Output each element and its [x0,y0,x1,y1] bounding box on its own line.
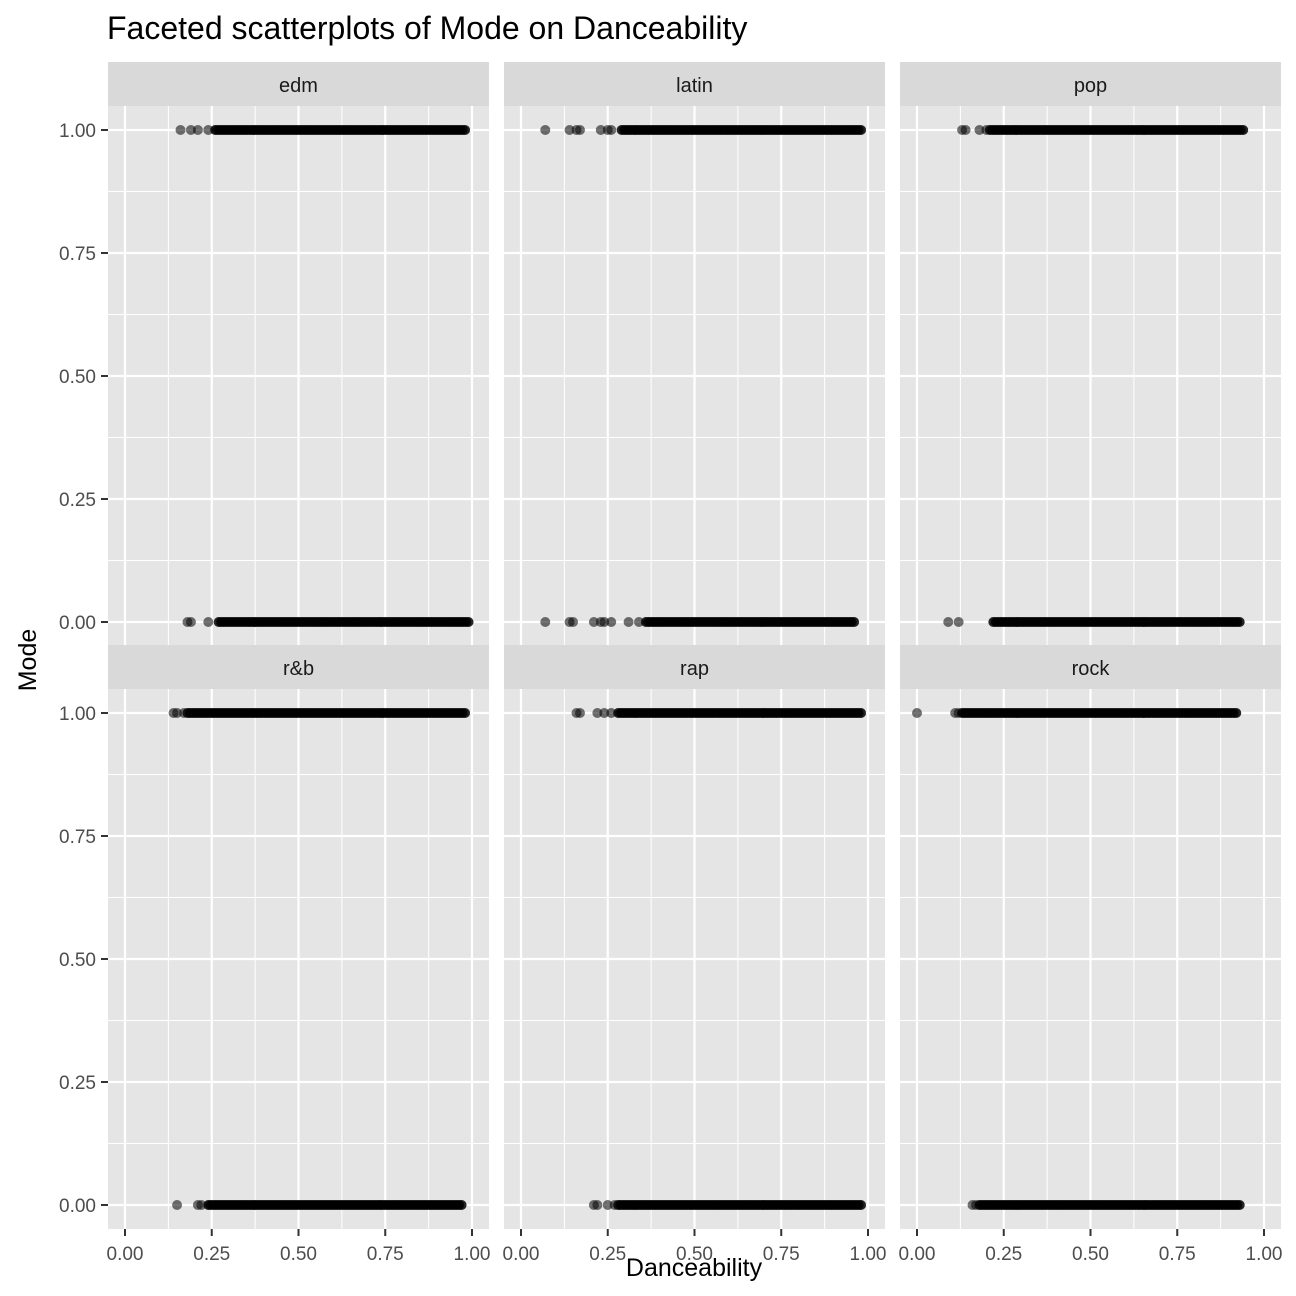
data-point [974,125,985,135]
data-point [175,125,186,135]
data-point [633,617,644,627]
data-point [606,125,617,135]
data-point [540,617,551,627]
x-tick-label: 0.25 [985,1244,1022,1265]
data-point [912,708,922,718]
facet-strip [504,645,885,689]
facet-latin: latin [504,62,885,646]
data-point [599,708,610,718]
facet-strip [108,62,489,106]
y-tick-label: 0.25 [59,490,96,511]
x-tick-label: 0.50 [280,1244,317,1265]
data-point [606,708,617,718]
data-point [1234,617,1245,627]
data-point [595,125,606,135]
facet-strip [900,645,1281,689]
facet-strip-label: latin [676,75,713,97]
data-point [1231,708,1242,718]
data-point [172,1200,183,1210]
data-point [203,125,214,135]
data-point [960,125,971,135]
data-point [953,617,964,627]
data-point [1238,125,1249,135]
data-point [203,617,214,627]
data-point [592,1200,603,1210]
x-tick-label: 0.75 [367,1244,404,1265]
data-point [849,617,860,627]
data-point [574,125,585,135]
facet-strip-label: pop [1074,75,1107,97]
x-tick-label: 0.00 [899,1244,936,1265]
data-point [460,125,471,135]
x-tick-label: 0.75 [763,1244,800,1265]
facet-rb: r&b 0.00 0.25 0.50 0.75 1.00 0.00 0.25 0.50 0.75 1… [59,645,490,1265]
data-point [606,617,617,627]
data-point [540,125,551,135]
y-tick-label: 1.00 [59,704,96,725]
data-point [460,708,471,718]
facet-strip-label: r&b [283,658,314,680]
x-tick-label: 1.00 [1246,1244,1283,1265]
data-point [196,1200,207,1210]
data-point [192,125,203,135]
y-tick-label: 0.25 [59,1073,96,1094]
data-point [623,617,634,627]
facet-strip [504,62,885,106]
y-tick-label: 0.75 [59,827,96,848]
y-tick-label: 1.00 [59,121,96,142]
y-tick-label: 0.50 [59,950,96,971]
x-tick-label: 0.00 [503,1244,540,1265]
y-tick-label: 0.00 [59,1196,96,1217]
x-tick-label: 0.50 [1072,1244,1109,1265]
data-point [456,1200,467,1210]
facet-strip [108,645,489,689]
y-tick-label: 0.50 [59,367,96,388]
data-point [185,617,196,627]
facet-strip [900,62,1281,106]
data-point [599,617,610,627]
data-point [592,708,603,718]
facet-pop: pop [900,62,1281,646]
y-tick-label: 0.75 [59,244,96,265]
y-axis-label: Mode [14,629,42,692]
y-tick-label: 0.00 [59,613,96,634]
data-point [943,617,954,627]
data-point [602,1200,613,1210]
x-tick-label: 1.00 [454,1244,491,1265]
x-tick-label: 0.75 [1159,1244,1196,1265]
data-point [172,708,183,718]
x-tick-label: 0.25 [589,1244,626,1265]
data-point [1234,1200,1245,1210]
data-point [856,125,867,135]
facet-rap: rap 0.00 0.25 0.50 0.75 1.00 [503,645,887,1265]
chart-title: Faceted scatterplots of Mode on Danceabi… [107,10,747,46]
facet-strip-label: edm [279,75,318,97]
data-point [856,1200,867,1210]
data-point [574,708,585,718]
facet-strip-label: rock [1072,658,1111,680]
x-axis-label: Danceability [626,1254,763,1282]
facet-edm: edm 0.00 0.25 0.50 0.75 1.00 [59,62,489,646]
data-point [568,617,579,627]
x-tick-label: 0.50 [676,1244,713,1265]
data-point [856,708,867,718]
facet-strip-label: rap [680,658,709,680]
facet-panels: edm 0.00 0.25 0.50 0.75 1.00 latin pop r&b 0.00 0.… [59,62,1282,1265]
facet-rock: rock 0.00 0.25 0.50 0.75 1.00 [899,645,1283,1265]
x-tick-label: 0.25 [193,1244,230,1265]
data-point [588,617,599,627]
data-point [185,125,196,135]
x-tick-label: 0.00 [107,1244,144,1265]
x-tick-label: 1.00 [850,1244,887,1265]
data-point [463,617,474,627]
data-point [564,125,575,135]
